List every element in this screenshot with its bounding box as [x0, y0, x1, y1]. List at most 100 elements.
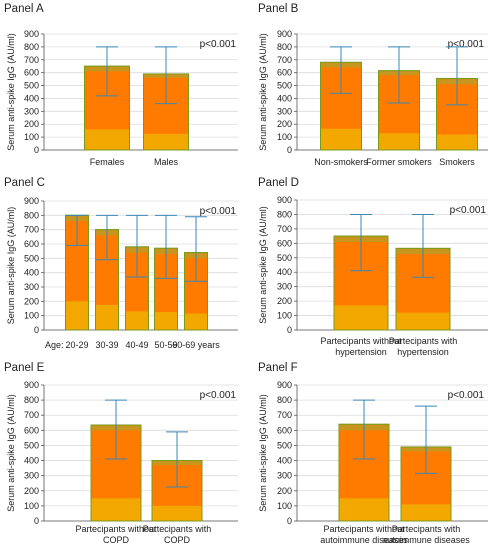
y-tick-label: 600 [24, 239, 39, 249]
y-tick-label: 500 [24, 81, 39, 91]
y-tick-label: 500 [24, 440, 39, 450]
y-tick-label: 300 [277, 282, 292, 292]
y-tick-label: 300 [277, 471, 292, 481]
y-tick-label: 0 [34, 325, 39, 335]
panel-title: Panel D [258, 177, 299, 189]
bar-lower-band [143, 133, 189, 150]
y-tick-label: 0 [34, 516, 39, 526]
y-tick-label: 300 [24, 282, 39, 292]
x-tick-label: 60-69 years [172, 340, 220, 350]
x-tick-label: Partecipants with [392, 524, 461, 534]
bar-lower-band [334, 305, 388, 330]
y-tick-label: 300 [277, 106, 292, 116]
chart-panel-e: Panel E 0 100 200 300 400 500 600 700 800 900 Serum… [4, 362, 238, 545]
y-tick-label: 0 [287, 145, 292, 155]
panel-title: Panel C [4, 177, 45, 189]
x-tick-label: Smokers [439, 157, 475, 167]
y-tick-label: 900 [24, 29, 39, 39]
y-tick-label: 0 [34, 145, 39, 155]
y-tick-label: 100 [24, 311, 39, 321]
y-tick-label: 200 [24, 486, 39, 496]
y-tick-label: 0 [287, 516, 292, 526]
chart-panel-a: Panel A 0 100 200 300 400 500 600 700 800 900 Serum… [4, 3, 238, 167]
bar-lower-band [125, 311, 149, 330]
x-tick-label: COPD [103, 535, 130, 545]
y-axis-label: Serum anti-spike IgG (AU/ml) [6, 207, 16, 325]
y-tick-label: 900 [277, 380, 292, 390]
y-tick-label: 200 [277, 119, 292, 129]
bar-lower-band [184, 313, 208, 330]
x-tick-label: hypertension [335, 347, 387, 357]
y-axis-label: Serum anti-spike IgG (AU/ml) [6, 394, 16, 512]
y-tick-label: 400 [24, 93, 39, 103]
bar-lower-band [436, 134, 478, 150]
bar-lower-band [320, 128, 362, 150]
x-tick-label: Partecipants with [143, 524, 212, 534]
x-tick-label: 40-49 [125, 340, 148, 350]
y-tick-label: 600 [277, 238, 292, 248]
x-tick-label: Partecipants with [389, 336, 458, 346]
y-tick-label: 100 [24, 132, 39, 142]
chart-panel-c: Panel C 0 100 200 300 400 500 600 700 800 900 Serum… [4, 177, 238, 350]
x-tick-label: Females [90, 157, 125, 167]
y-tick-label: 700 [277, 224, 292, 234]
panel-title: Panel F [258, 362, 298, 374]
y-tick-label: 0 [287, 325, 292, 335]
y-tick-label: 800 [24, 42, 39, 52]
bar-lower-band [396, 312, 450, 330]
y-tick-label: 100 [277, 132, 292, 142]
y-tick-label: 800 [24, 210, 39, 220]
chart-panel-f: Panel F 0 100 200 300 400 500 600 700 800 900 Serum… [258, 362, 488, 545]
x-tick-label: Non-smokers [314, 157, 368, 167]
p-value-label: p<0.001 [448, 39, 485, 50]
y-tick-label: 900 [277, 29, 292, 39]
bar-lower-band [91, 498, 141, 521]
y-tick-label: 700 [277, 55, 292, 65]
p-value-label: p<0.001 [200, 206, 237, 217]
x-tick-label: autoimmune diseases [382, 535, 470, 545]
panel-title: Panel E [4, 362, 45, 374]
y-tick-label: 100 [24, 501, 39, 511]
bar-lower-band [339, 498, 389, 521]
y-tick-label: 600 [277, 68, 292, 78]
y-tick-label: 600 [277, 425, 292, 435]
chart-panel-d: Panel D 0 100 200 300 400 500 600 700 800 900 Serum… [258, 177, 488, 357]
y-tick-label: 300 [24, 106, 39, 116]
p-value-label: p<0.001 [200, 39, 237, 50]
y-tick-label: 200 [277, 486, 292, 496]
y-tick-label: 900 [277, 195, 292, 205]
chart-panel-b: Panel B 0 100 200 300 400 500 600 700 800 900 Serum… [258, 3, 488, 167]
y-tick-label: 400 [277, 267, 292, 277]
p-value-label: p<0.001 [448, 390, 485, 401]
bar-lower-band [95, 304, 119, 330]
y-tick-label: 600 [24, 68, 39, 78]
x-tick-label: Partecipants without [323, 524, 405, 534]
y-tick-label: 200 [277, 296, 292, 306]
y-tick-label: 400 [277, 456, 292, 466]
x-tick-label: Males [154, 157, 179, 167]
x-tick-label: 20-29 [65, 340, 88, 350]
y-axis-label: Serum anti-spike IgG (AU/ml) [258, 33, 268, 151]
panel-title: Panel A [4, 3, 44, 15]
y-tick-label: 600 [24, 425, 39, 435]
bar-lower-band [401, 504, 451, 521]
y-tick-label: 900 [24, 380, 39, 390]
bar-lower-band [65, 301, 89, 330]
panel-title: Panel B [258, 3, 299, 15]
bar-lower-band [378, 133, 420, 150]
y-tick-label: 400 [24, 456, 39, 466]
y-tick-label: 700 [24, 55, 39, 65]
x-tick-label: Partecipants without [75, 524, 157, 534]
y-tick-label: 900 [24, 196, 39, 206]
bar-lower-band [154, 312, 178, 330]
y-tick-label: 700 [277, 410, 292, 420]
y-tick-label: 500 [24, 253, 39, 263]
y-axis-label: Serum anti-spike IgG (AU/ml) [258, 394, 268, 512]
y-axis-label: Serum anti-spike IgG (AU/ml) [6, 33, 16, 151]
y-tick-label: 400 [277, 93, 292, 103]
x-tick-label: 30-39 [95, 340, 118, 350]
y-tick-label: 800 [24, 395, 39, 405]
bar-lower-band [152, 505, 202, 521]
